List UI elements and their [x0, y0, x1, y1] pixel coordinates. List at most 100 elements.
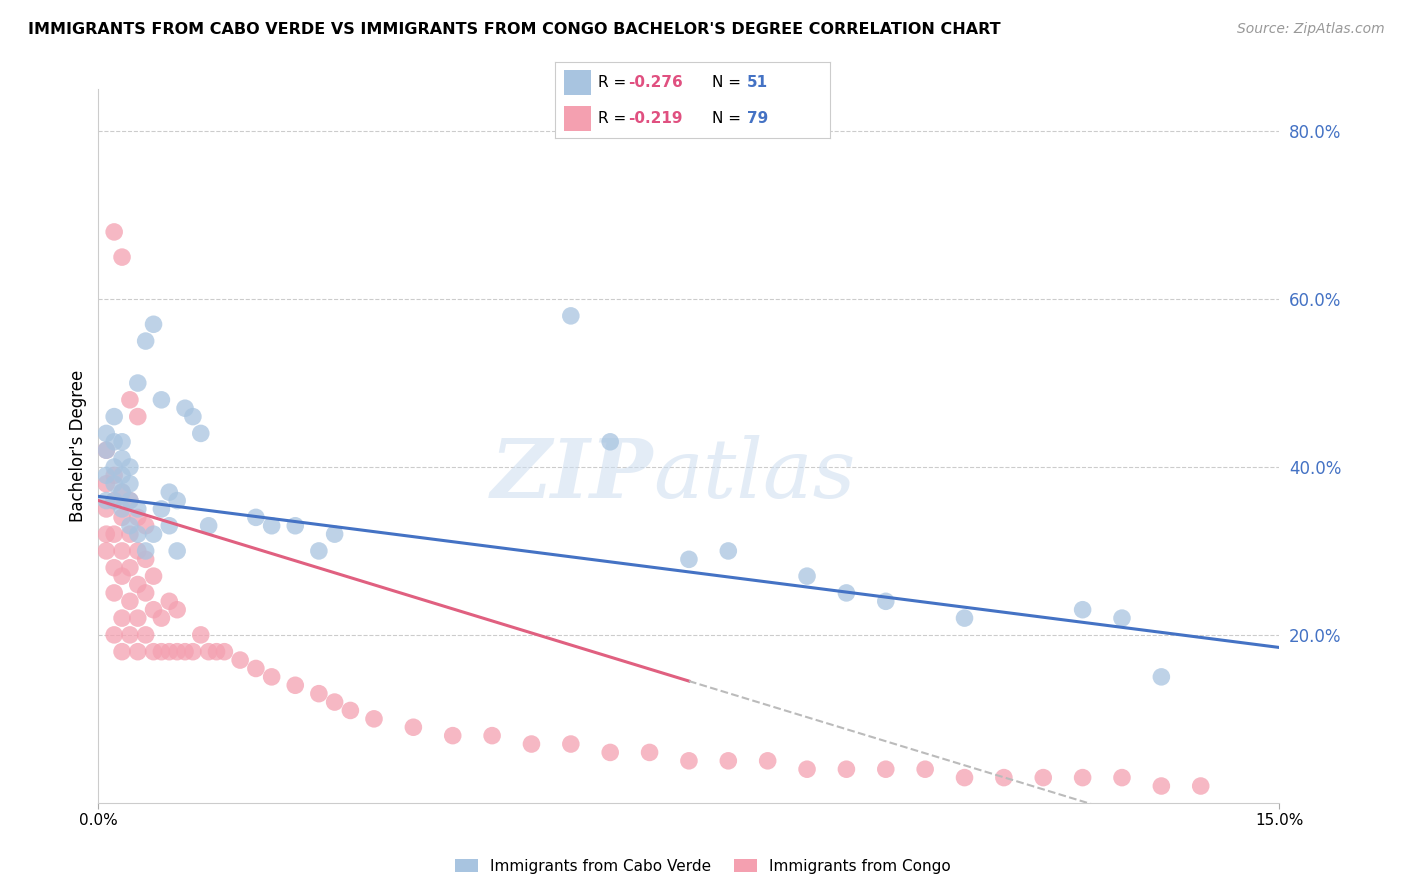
Text: N =: N = — [711, 75, 745, 90]
FancyBboxPatch shape — [564, 105, 591, 130]
Point — [118, 560, 141, 574]
Point — [245, 510, 267, 524]
Point — [118, 527, 141, 541]
Text: IMMIGRANTS FROM CABO VERDE VS IMMIGRANTS FROM CONGO BACHELOR'S DEGREE CORRELATIO: IMMIGRANTS FROM CABO VERDE VS IMMIGRANTS… — [28, 22, 1001, 37]
Point — [135, 334, 157, 348]
Point — [142, 569, 165, 583]
Point — [111, 544, 134, 558]
Point — [111, 569, 134, 583]
Point — [157, 645, 180, 659]
Point — [150, 611, 173, 625]
Point — [127, 376, 149, 390]
Point — [103, 527, 125, 541]
Point — [127, 510, 149, 524]
Point — [174, 401, 197, 416]
Point — [96, 443, 118, 458]
Point — [190, 628, 212, 642]
Point — [150, 645, 173, 659]
Point — [441, 729, 464, 743]
Point — [678, 754, 700, 768]
Point — [111, 250, 134, 264]
Point — [205, 645, 228, 659]
Point — [166, 493, 188, 508]
Point — [111, 645, 134, 659]
Text: atlas: atlas — [654, 434, 856, 515]
Point — [339, 703, 361, 717]
Point — [103, 476, 125, 491]
Point — [127, 544, 149, 558]
Point — [717, 544, 740, 558]
Point — [1111, 771, 1133, 785]
Point — [1111, 611, 1133, 625]
Text: Source: ZipAtlas.com: Source: ZipAtlas.com — [1237, 22, 1385, 37]
Point — [1150, 779, 1173, 793]
Point — [363, 712, 385, 726]
Point — [118, 460, 141, 475]
Point — [717, 754, 740, 768]
Point — [260, 518, 283, 533]
Point — [157, 518, 180, 533]
Point — [229, 653, 252, 667]
Point — [103, 460, 125, 475]
Point — [323, 695, 346, 709]
Point — [96, 468, 118, 483]
Point — [599, 434, 621, 449]
Point — [103, 586, 125, 600]
Point — [118, 493, 141, 508]
Point — [118, 628, 141, 642]
Point — [157, 594, 180, 608]
Point — [118, 518, 141, 533]
Point — [678, 552, 700, 566]
Point — [103, 493, 125, 508]
Point — [142, 603, 165, 617]
Point — [127, 611, 149, 625]
Point — [111, 434, 134, 449]
Text: ZIP: ZIP — [491, 434, 654, 515]
Point — [638, 746, 661, 760]
Point — [166, 645, 188, 659]
Point — [1032, 771, 1054, 785]
Point — [142, 318, 165, 332]
Point — [127, 577, 149, 591]
Point — [1189, 779, 1212, 793]
Point — [118, 594, 141, 608]
Point — [284, 678, 307, 692]
Point — [135, 586, 157, 600]
Point — [127, 527, 149, 541]
Point — [111, 611, 134, 625]
Point — [135, 544, 157, 558]
Point — [402, 720, 425, 734]
Point — [323, 527, 346, 541]
Point — [181, 645, 204, 659]
Point — [103, 409, 125, 424]
Point — [96, 476, 118, 491]
Point — [875, 762, 897, 776]
Point — [308, 544, 330, 558]
Text: -0.219: -0.219 — [628, 111, 682, 126]
Point — [197, 645, 219, 659]
Point — [599, 746, 621, 760]
Point — [875, 594, 897, 608]
Point — [142, 645, 165, 659]
Point — [135, 552, 157, 566]
Point — [127, 502, 149, 516]
Point — [190, 426, 212, 441]
Point — [260, 670, 283, 684]
Point — [1071, 603, 1094, 617]
Point — [96, 527, 118, 541]
Point — [142, 527, 165, 541]
Point — [111, 502, 134, 516]
Point — [166, 603, 188, 617]
Point — [1071, 771, 1094, 785]
Point — [197, 518, 219, 533]
Point — [166, 544, 188, 558]
Point — [118, 493, 141, 508]
Point — [96, 443, 118, 458]
Point — [135, 628, 157, 642]
Point — [481, 729, 503, 743]
Point — [245, 661, 267, 675]
Point — [520, 737, 543, 751]
Point — [103, 493, 125, 508]
Point — [135, 518, 157, 533]
Point — [914, 762, 936, 776]
